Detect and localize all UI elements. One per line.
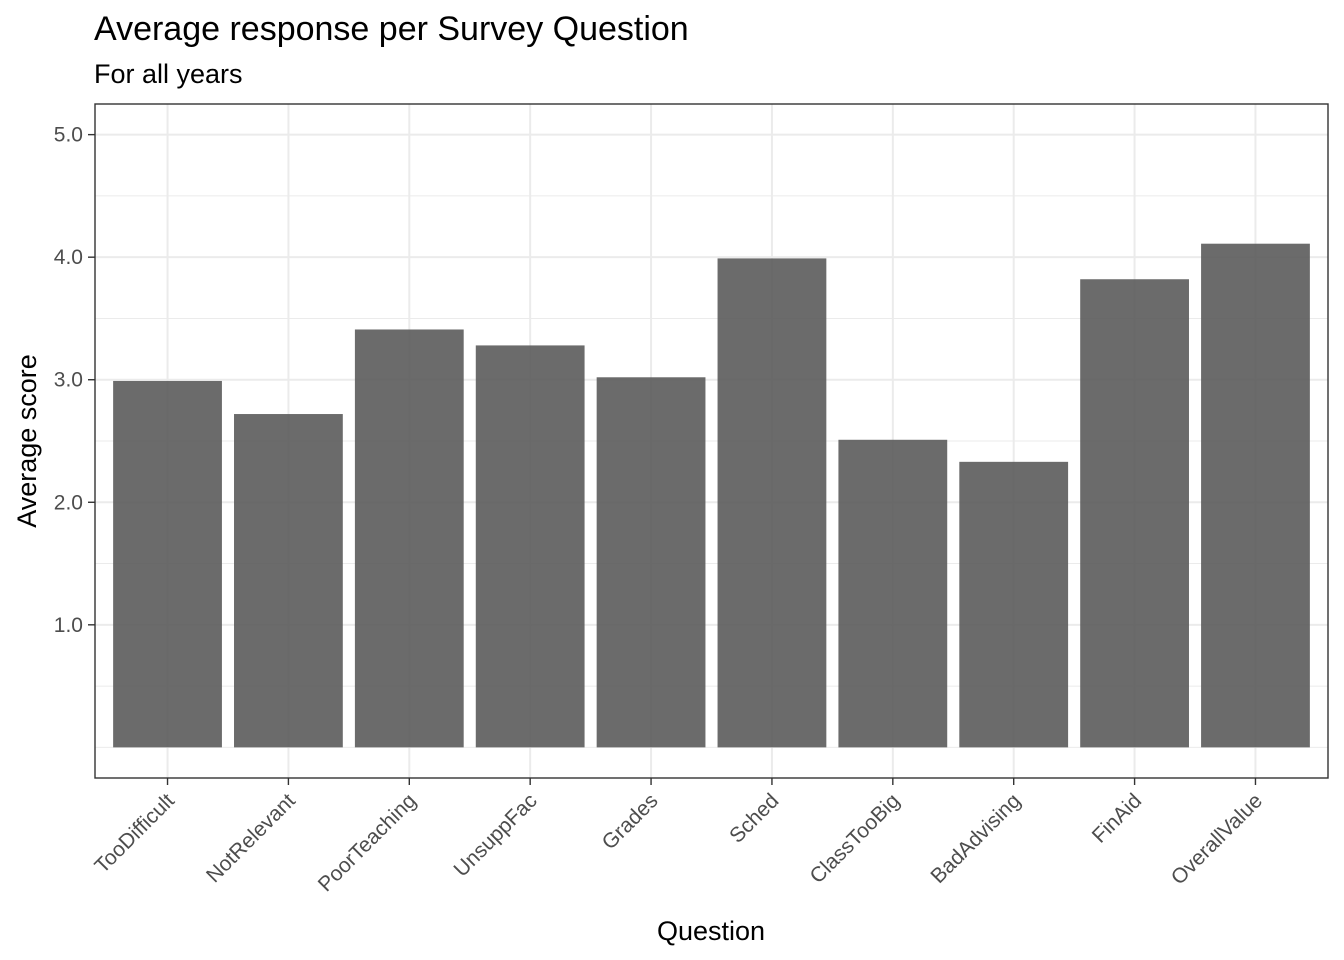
- x-axis-title: Question: [657, 916, 765, 946]
- panel-border: [94, 103, 1329, 779]
- x-tick-label: Sched: [725, 789, 783, 847]
- x-tick-label: OverallValue: [1167, 789, 1267, 889]
- bars: [113, 243, 1310, 748]
- bar-poorteaching: [354, 329, 464, 748]
- y-tick-label: 5.0: [54, 124, 83, 147]
- y-tick-label: 3.0: [54, 369, 83, 392]
- y-tick-label: 2.0: [54, 491, 83, 514]
- bar-unsuppfac: [475, 345, 585, 748]
- y-axis-title: Average score: [12, 354, 42, 528]
- x-tick-label: ClassTooBig: [806, 789, 905, 888]
- x-tick-label: NotRelevant: [202, 789, 300, 887]
- y-tick-label: 4.0: [54, 246, 83, 269]
- bar-toodifficult: [113, 380, 222, 748]
- bar-notrelevant: [234, 414, 343, 748]
- chart-subtitle: For all years: [94, 59, 243, 89]
- y-tick-label: 1.0: [54, 614, 83, 637]
- x-tick-label: PoorTeaching: [314, 789, 421, 896]
- bar-sched: [717, 258, 827, 748]
- x-tick-label: TooDifficult: [90, 789, 179, 878]
- x-tick-label: BadAdvising: [926, 789, 1025, 888]
- x-tick-label: FinAid: [1088, 789, 1146, 847]
- bar-finaid: [1080, 279, 1189, 748]
- x-axis: TooDifficult NotRelevant PoorTeaching Unsup…: [90, 778, 1267, 896]
- bar-badadvising: [959, 461, 1069, 748]
- plot-panel: [94, 103, 1329, 779]
- x-tick-label: Grades: [598, 789, 663, 854]
- chart-title: Average response per Survey Question: [94, 10, 689, 48]
- bar-classtoobig: [838, 439, 948, 748]
- bar-grades: [596, 377, 706, 748]
- y-axis: 1.0 2.0 3.0 4.0 5.0: [54, 124, 95, 637]
- bar-overallvalue: [1201, 243, 1310, 748]
- x-tick-label: UnsuppFac: [450, 789, 542, 881]
